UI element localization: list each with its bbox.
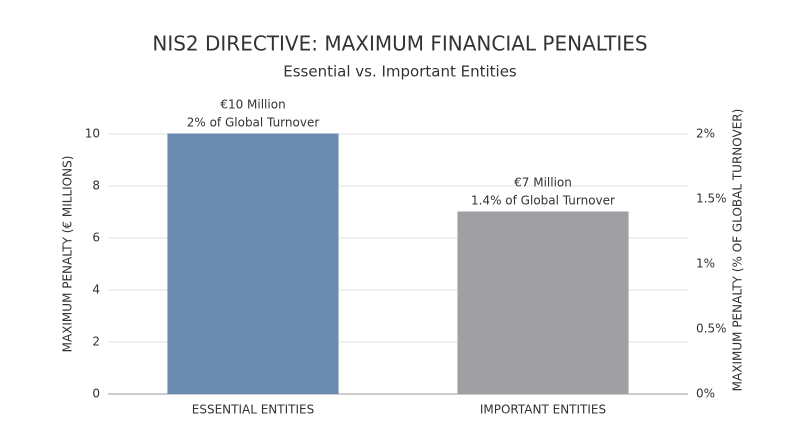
y-tick-label: 4 [92,283,100,297]
bar [167,134,339,394]
y2-tick-label: 0.5% [696,322,727,336]
chart-title: NIS2 DIRECTIVE: MAXIMUM FINANCIAL PENALT… [152,32,647,56]
y-tick-label: 10 [85,127,100,141]
y-axis-label: MAXIMUM PENALTY (€ MILLIONS) [61,156,75,353]
y-tick-label: 6 [92,231,100,245]
x-tick-label: IMPORTANT ENTITIES [480,403,606,417]
value-label: €7 Million [514,176,572,190]
y2-tick-label: 0% [696,387,715,401]
y2-tick-label: 2% [696,127,715,141]
y-tick-label: 8 [92,179,100,193]
value-label: €10 Million [220,98,285,112]
x-tick-label: ESSENTIAL ENTITIES [192,403,314,417]
value-label: 1.4% of Global Turnover [471,194,615,208]
y-tick-label: 0 [92,387,100,401]
value-label: 2% of Global Turnover [187,116,320,130]
y2-tick-label: 1% [696,257,715,271]
y-tick-label: 2 [92,335,100,349]
bar [457,212,629,394]
y2-tick-label: 1.5% [696,192,727,206]
y2-axis-label: MAXIMUM PENALTY (% OF GLOBAL TURNOVER) [731,109,745,392]
chart-subtitle: Essential vs. Important Entities [283,63,517,81]
